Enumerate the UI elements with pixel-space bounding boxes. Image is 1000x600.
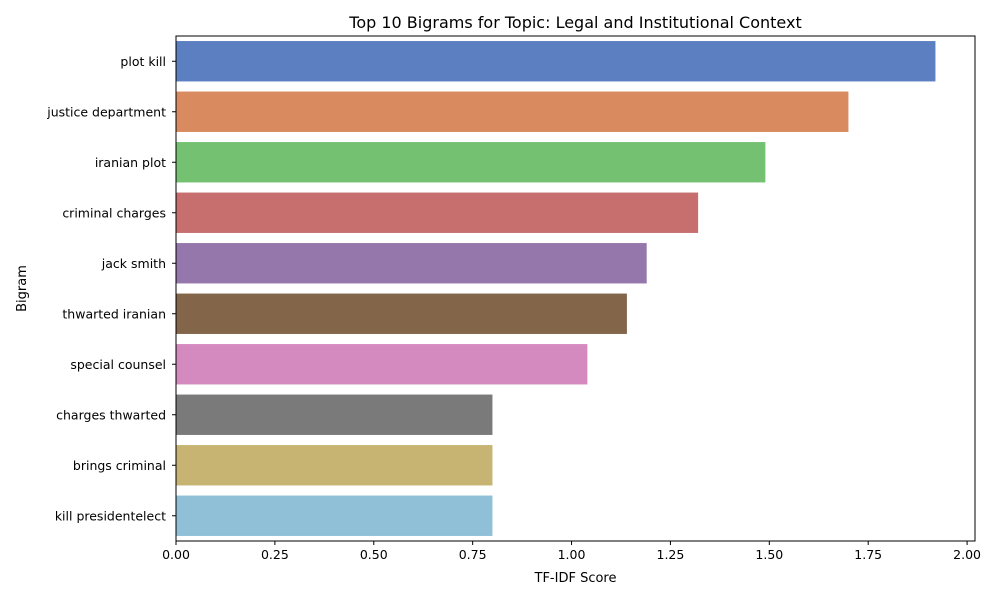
y-tick-label: plot kill [120, 54, 166, 69]
chart-title: Top 10 Bigrams for Topic: Legal and Inst… [348, 13, 801, 32]
bars-layer [176, 41, 936, 536]
y-tick-label: special counsel [70, 357, 166, 372]
y-tick-label: iranian plot [95, 155, 166, 170]
x-tick-label: 0.00 [162, 547, 190, 562]
y-axis-label: Bigram [15, 265, 30, 312]
y-tick-label: kill presidentelect [55, 508, 166, 523]
x-tick-label: 1.75 [854, 547, 882, 562]
bar-special-counsel [176, 344, 588, 385]
x-tick-label: 1.00 [558, 547, 586, 562]
bar-brings-criminal [176, 445, 493, 486]
bar-charges-thwarted [176, 394, 493, 435]
y-tick-label: jack smith [101, 256, 166, 271]
bar-jack-smith [176, 243, 647, 284]
y-tick-label: brings criminal [73, 458, 166, 473]
x-tick-label: 1.25 [657, 547, 685, 562]
x-axis-label: TF-IDF Score [534, 571, 617, 586]
bar-thwarted-iranian [176, 293, 627, 334]
x-tick-label: 0.50 [360, 547, 388, 562]
bar-plot-kill [176, 41, 936, 82]
x-tick-label: 0.75 [459, 547, 487, 562]
y-tick-label: thwarted iranian [62, 306, 166, 321]
bar-kill-presidentelect [176, 495, 493, 536]
x-tick-label: 2.00 [953, 547, 981, 562]
y-tick-label: criminal charges [62, 205, 166, 220]
bar-criminal-charges [176, 192, 699, 233]
bar-justice-department [176, 91, 849, 132]
y-axis-ticks: plot kill justice department iranian plot c… [46, 54, 176, 523]
plot-frame [175, 35, 976, 542]
x-tick-label: 1.50 [755, 547, 783, 562]
bar-iranian-plot [176, 142, 766, 183]
x-tick-label: 0.25 [261, 547, 289, 562]
x-axis-ticks: 0.00 0.25 0.50 0.75 1.00 1.25 1.50 1.75 2.00 [162, 541, 981, 562]
y-tick-label: justice department [46, 104, 166, 119]
y-tick-label: charges thwarted [56, 407, 166, 422]
